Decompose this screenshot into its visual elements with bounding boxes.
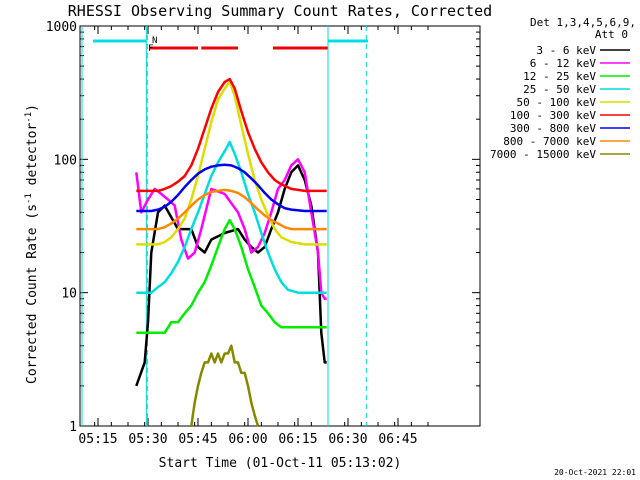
plot-frame bbox=[79, 25, 481, 427]
y-axis-label-end: ) bbox=[25, 104, 40, 112]
y-axis-label-sup2: -1 bbox=[24, 112, 34, 123]
y-axis-label-main: Corrected Count Rate (s bbox=[25, 204, 40, 384]
series-line bbox=[190, 344, 260, 427]
x-tick-label: 05:45 bbox=[178, 432, 217, 447]
series-line bbox=[136, 218, 327, 335]
y-axis-label-mid: detector bbox=[25, 123, 40, 194]
series-line bbox=[135, 158, 327, 301]
series-line bbox=[136, 77, 327, 193]
x-tick-label: 06:00 bbox=[228, 432, 267, 447]
y-tick-label: 100 bbox=[54, 153, 77, 168]
x-tick-label: 06:15 bbox=[278, 432, 317, 447]
attenuator-marker: F bbox=[148, 44, 153, 54]
legend-entry-label: 12 - 25 keV bbox=[523, 70, 596, 83]
legend-entry-label: 800 - 7000 keV bbox=[503, 135, 596, 148]
x-tick-label: 05:30 bbox=[128, 432, 167, 447]
x-tick-label: 05:15 bbox=[78, 432, 117, 447]
series-line bbox=[136, 140, 327, 294]
timestamp: 20-Oct-2021 22:01 bbox=[554, 468, 636, 477]
series-line bbox=[136, 188, 327, 231]
legend-entry-label: 300 - 800 keV bbox=[510, 122, 596, 135]
y-axis-label-sup1: -1 bbox=[24, 193, 34, 204]
attenuator-marker: N bbox=[152, 36, 157, 46]
legend-entry-label: 50 - 100 keV bbox=[517, 96, 597, 109]
x-tick-label: 06:30 bbox=[328, 432, 367, 447]
legend-header-1: Det 1,3,4,5,6,9, bbox=[530, 16, 636, 29]
y-tick-label: 10 bbox=[61, 287, 77, 302]
legend-entry-label: 25 - 50 keV bbox=[523, 83, 596, 96]
y-tick-label: 1 bbox=[69, 420, 77, 435]
legend-entry-label: 6 - 12 keV bbox=[530, 57, 597, 70]
legend-entry-label: 7000 - 15000 keV bbox=[490, 148, 596, 161]
legend-entry-label: 3 - 6 keV bbox=[536, 44, 596, 57]
legend-entry-label: 100 - 300 keV bbox=[510, 109, 596, 122]
legend-header-2: Att 0 bbox=[595, 28, 628, 41]
x-axis-label: Start Time (01-Oct-11 05:13:02) bbox=[159, 456, 402, 471]
y-axis-label: Corrected Count Rate (s-1 detector-1) bbox=[24, 104, 40, 384]
x-tick-label: 06:45 bbox=[378, 432, 417, 447]
svg-text:Corrected Count Rate (s-1 dete: Corrected Count Rate (s-1 detector-1) bbox=[24, 104, 40, 384]
series-line bbox=[136, 80, 327, 246]
chart-title: RHESSI Observing Summary Count Rates, Co… bbox=[68, 2, 492, 20]
y-tick-label: 1000 bbox=[46, 20, 77, 35]
series-line bbox=[136, 163, 327, 213]
